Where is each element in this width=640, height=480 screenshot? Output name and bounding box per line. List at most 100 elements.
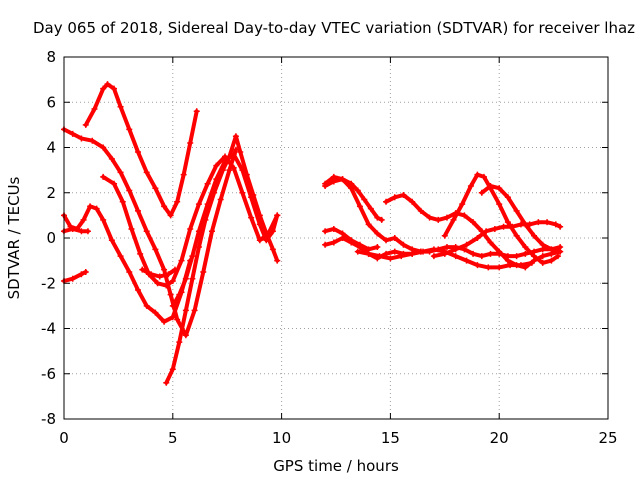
data-point-arc-16 [463,241,470,248]
data-point-arc-18 [517,262,524,269]
data-point-arc-15 [496,201,503,208]
data-traces [61,81,564,386]
data-point-arc-15 [467,182,474,189]
data-point-arc-4 [100,216,107,223]
data-point-arc-8 [189,253,196,260]
y-tick-label: -8 [41,410,56,428]
data-point-arc-8 [248,194,255,201]
data-point-arc-14 [409,198,416,205]
data-point-arc-3 [248,214,255,221]
data-point-arc-15 [474,171,481,178]
data-point-arc-3 [213,162,220,169]
data-point-arc-1 [117,169,124,176]
data-point-arc-4 [117,253,124,260]
data-point-arc-11 [330,178,337,185]
data-point-arc-7 [237,149,244,156]
data-point-arc-9 [139,266,146,273]
data-point-arc-8 [256,221,263,228]
data-point-arc-4 [80,216,87,223]
data-point-arc-2 [167,212,174,219]
data-point-arc-1 [126,187,133,194]
data-point-arc-7 [232,133,239,140]
data-point-arc-17 [487,182,494,189]
data-point-arc-16 [500,223,507,230]
data-point-arc-1 [69,130,76,137]
data-point-arc-3 [100,173,107,180]
data-point-arc-18 [430,246,437,253]
series-line-arc-5 [62,226,90,234]
data-point-arc-16 [509,223,516,230]
data-point-arc-13 [322,228,329,235]
data-point-arc-2 [117,103,124,110]
data-point-arc-12 [443,244,450,251]
data-point-arc-8 [213,176,220,183]
data-point-arc-3 [111,180,118,187]
data-point-arc-2 [152,185,159,192]
data-point-arc-18 [409,250,416,257]
data-point-arc-9 [148,271,155,278]
x-tick-label: 20 [490,429,509,447]
data-point-arc-15 [513,232,520,239]
data-point-arc-2 [126,126,133,133]
data-point-arc-8 [269,228,276,235]
data-point-arc-14 [391,194,398,201]
data-point-arc-1 [217,196,224,203]
data-point-arc-10 [391,235,398,241]
data-point-arc-7 [189,275,196,282]
x-tick-label: 0 [59,429,69,447]
data-point-arc-13 [356,241,363,248]
data-point-arc-5 [69,225,76,232]
data-point-arc-18 [365,250,372,257]
data-point-arc-3 [204,180,211,187]
data-point-arc-16 [491,225,498,232]
data-point-arc-14 [426,214,433,221]
data-point-arc-3 [154,280,161,287]
data-point-arc-11 [339,176,346,183]
data-point-arc-11 [374,214,381,221]
data-point-arc-14 [496,248,503,255]
data-point-arc-2 [91,106,98,113]
data-point-arc-2 [193,108,200,115]
axis-ticks: 0 5 10 15 20 25 -8 -6 -4 -2 0 2 4 6 8 [41,48,618,447]
data-point-arc-7 [169,366,176,373]
data-point-arc-8 [263,237,270,244]
data-point-arc-6 [78,271,85,278]
data-point-arc-11 [361,196,368,203]
data-point-arc-18 [485,264,492,271]
y-tick-label: -6 [41,365,56,383]
data-point-arc-14 [461,212,468,219]
data-point-arc-7 [176,339,183,346]
data-point-arc-18 [398,253,405,260]
x-tick-label: 10 [272,429,291,447]
data-point-arc-12 [513,253,520,260]
x-tick-label: 5 [168,429,178,447]
y-axis-label: SDTVAR / TECUs [5,176,23,299]
data-point-arc-14 [504,257,511,264]
data-point-arc-14 [400,192,407,199]
data-point-arc-16 [557,223,564,230]
data-point-arc-3 [230,164,237,171]
data-point-arc-1 [182,332,189,339]
data-point-arc-17 [539,241,546,248]
data-point-arc-13 [348,237,355,244]
data-point-arc-14 [443,214,450,221]
data-point-arc-14 [417,207,424,214]
series-line-arc-2 [83,82,199,218]
y-tick-label: 2 [46,184,56,202]
data-point-arc-11 [322,182,329,189]
y-tick-label: 8 [46,48,56,66]
data-point-arc-7 [182,307,189,314]
data-point-arc-12 [487,250,494,257]
data-point-arc-17 [496,185,503,192]
data-point-arc-3 [119,198,126,205]
data-point-arc-4 [93,205,100,212]
data-point-arc-15 [522,244,529,251]
series-line-arc-9 [140,267,177,279]
data-point-arc-3 [187,225,194,232]
data-point-arc-17 [557,244,564,251]
data-point-arc-11 [348,180,355,187]
data-point-arc-1 [161,266,168,273]
data-point-arc-16 [452,246,459,253]
data-point-arc-8 [274,212,281,219]
data-point-arc-9 [165,271,172,278]
